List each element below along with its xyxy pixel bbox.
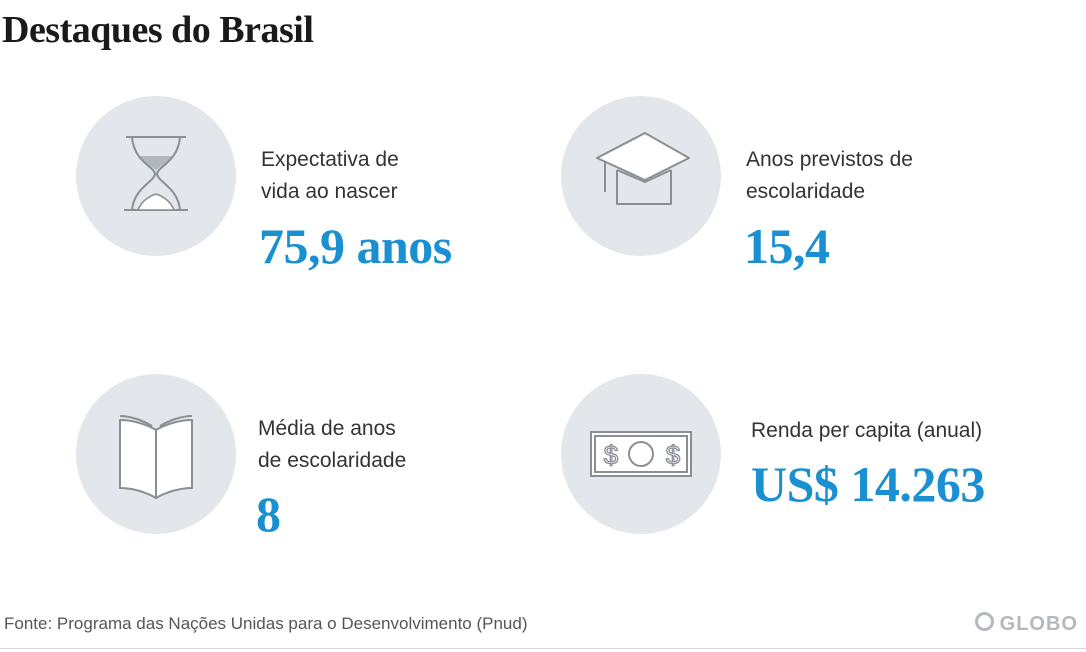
svg-text:$: $: [666, 440, 681, 470]
stat-label-line1: Renda per capita (anual): [751, 419, 983, 442]
hourglass-icon: [124, 136, 188, 211]
globo-logo: GLOBO: [974, 612, 1078, 636]
bottom-divider: [0, 648, 1086, 649]
stat-value: 75,9 anos: [259, 218, 452, 274]
stat-label-line2: escolaridade: [746, 180, 866, 203]
logo-text: GLOBO: [999, 613, 1078, 635]
stat-label-line1: Anos previstos de: [746, 148, 913, 171]
graduation-cap-icon: [596, 132, 690, 205]
stat-value: US$ 14.263: [751, 456, 985, 512]
logo-circle-icon: [974, 612, 994, 631]
stat-label-line2: de escolaridade: [258, 449, 407, 472]
svg-text:$: $: [604, 440, 619, 470]
book-icon: [119, 415, 193, 499]
stat-icon-circle: [76, 374, 236, 534]
stat-value: 15,4: [744, 218, 830, 274]
source-note: Fonte: Programa das Nações Unidas para o…: [4, 614, 528, 633]
stat-icon-circle: [76, 96, 236, 256]
stat-icon-circle: $ $: [561, 374, 721, 534]
stat-label-line1: Expectativa de: [261, 148, 399, 171]
stat-label-line1: Média de anos: [258, 417, 396, 440]
stat-value: 8: [256, 486, 281, 542]
stat-icon-circle: [561, 96, 721, 256]
page-title: Destaques do Brasil: [2, 9, 314, 51]
stat-label-line2: vida ao nascer: [261, 180, 398, 203]
money-bill-icon: $ $: [590, 431, 692, 477]
